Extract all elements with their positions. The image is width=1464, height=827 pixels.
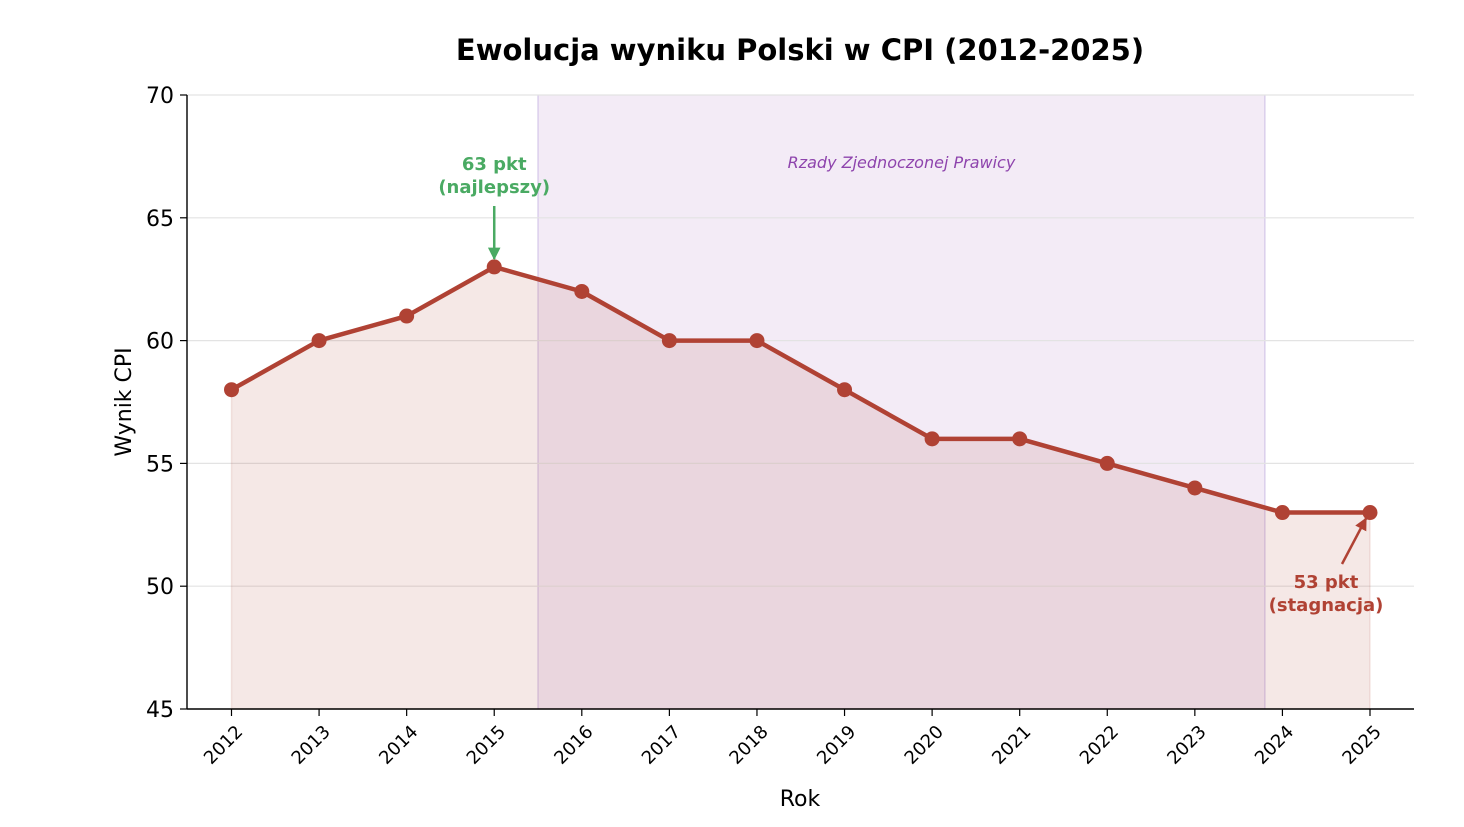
y-tick-label: 70 xyxy=(146,84,174,109)
data-point xyxy=(837,382,853,398)
x-tick-label: 2015 xyxy=(463,721,510,768)
stagnation-arrow xyxy=(1340,517,1368,565)
y-tick-label: 55 xyxy=(146,452,174,477)
data-point xyxy=(1274,505,1290,521)
data-point xyxy=(399,308,415,324)
x-tick-label: 2024 xyxy=(1251,721,1298,768)
data-point xyxy=(1012,431,1028,447)
x-tick-label: 2020 xyxy=(901,721,948,768)
y-tick-label: 60 xyxy=(146,330,174,355)
stagnation-label: 53 pkt xyxy=(1294,572,1359,593)
shaded-region xyxy=(537,94,1266,710)
x-tick-label: 2016 xyxy=(550,721,597,768)
data-point xyxy=(1362,505,1378,521)
series-line xyxy=(229,264,1373,515)
y-axis-label: Wynik CPI xyxy=(112,347,137,456)
y-tick-label: 65 xyxy=(146,207,174,232)
x-tick-label: 2017 xyxy=(638,721,685,768)
y-tick-label: 50 xyxy=(146,575,174,600)
x-tick-label: 2021 xyxy=(988,721,1035,768)
x-tick-label: 2023 xyxy=(1163,721,1210,768)
x-tick-label: 2012 xyxy=(200,721,247,768)
data-point xyxy=(311,333,327,349)
x-tick-label: 2018 xyxy=(725,721,772,768)
grid-layer xyxy=(187,94,1414,587)
x-tick-label: 2013 xyxy=(288,721,335,768)
x-tick-label: 2019 xyxy=(813,721,860,768)
stagnation-sublabel: (stagnacja) xyxy=(1269,595,1384,616)
data-point xyxy=(1187,480,1203,496)
x-tick-label: 2022 xyxy=(1076,721,1123,768)
annotation-layer: 63 pkt(najlepszy) 53 pkt(stagnacja) xyxy=(438,154,1383,616)
data-point xyxy=(574,283,590,299)
x-tick-label: 2025 xyxy=(1338,721,1385,768)
y-tick-label: 45 xyxy=(146,698,174,723)
data-point xyxy=(749,333,765,349)
data-point xyxy=(1099,455,1115,471)
data-point xyxy=(224,382,239,398)
best-score-sublabel: (najlepszy) xyxy=(438,177,550,198)
region-label: Rzady Zjednoczonej Prawicy xyxy=(788,153,1016,172)
data-point xyxy=(486,259,502,275)
data-point xyxy=(924,431,940,447)
data-point xyxy=(661,333,677,349)
series-layer xyxy=(224,259,1378,521)
best-score-label: 63 pkt xyxy=(462,154,527,175)
chart-title: Ewolucja wyniku Polski w CPI (2012-2025) xyxy=(456,33,1144,67)
x-tick-label: 2014 xyxy=(375,721,422,768)
x-axis-label: Rok xyxy=(780,787,821,812)
region-layer: Rzady Zjednoczonej Prawicy xyxy=(537,94,1266,710)
